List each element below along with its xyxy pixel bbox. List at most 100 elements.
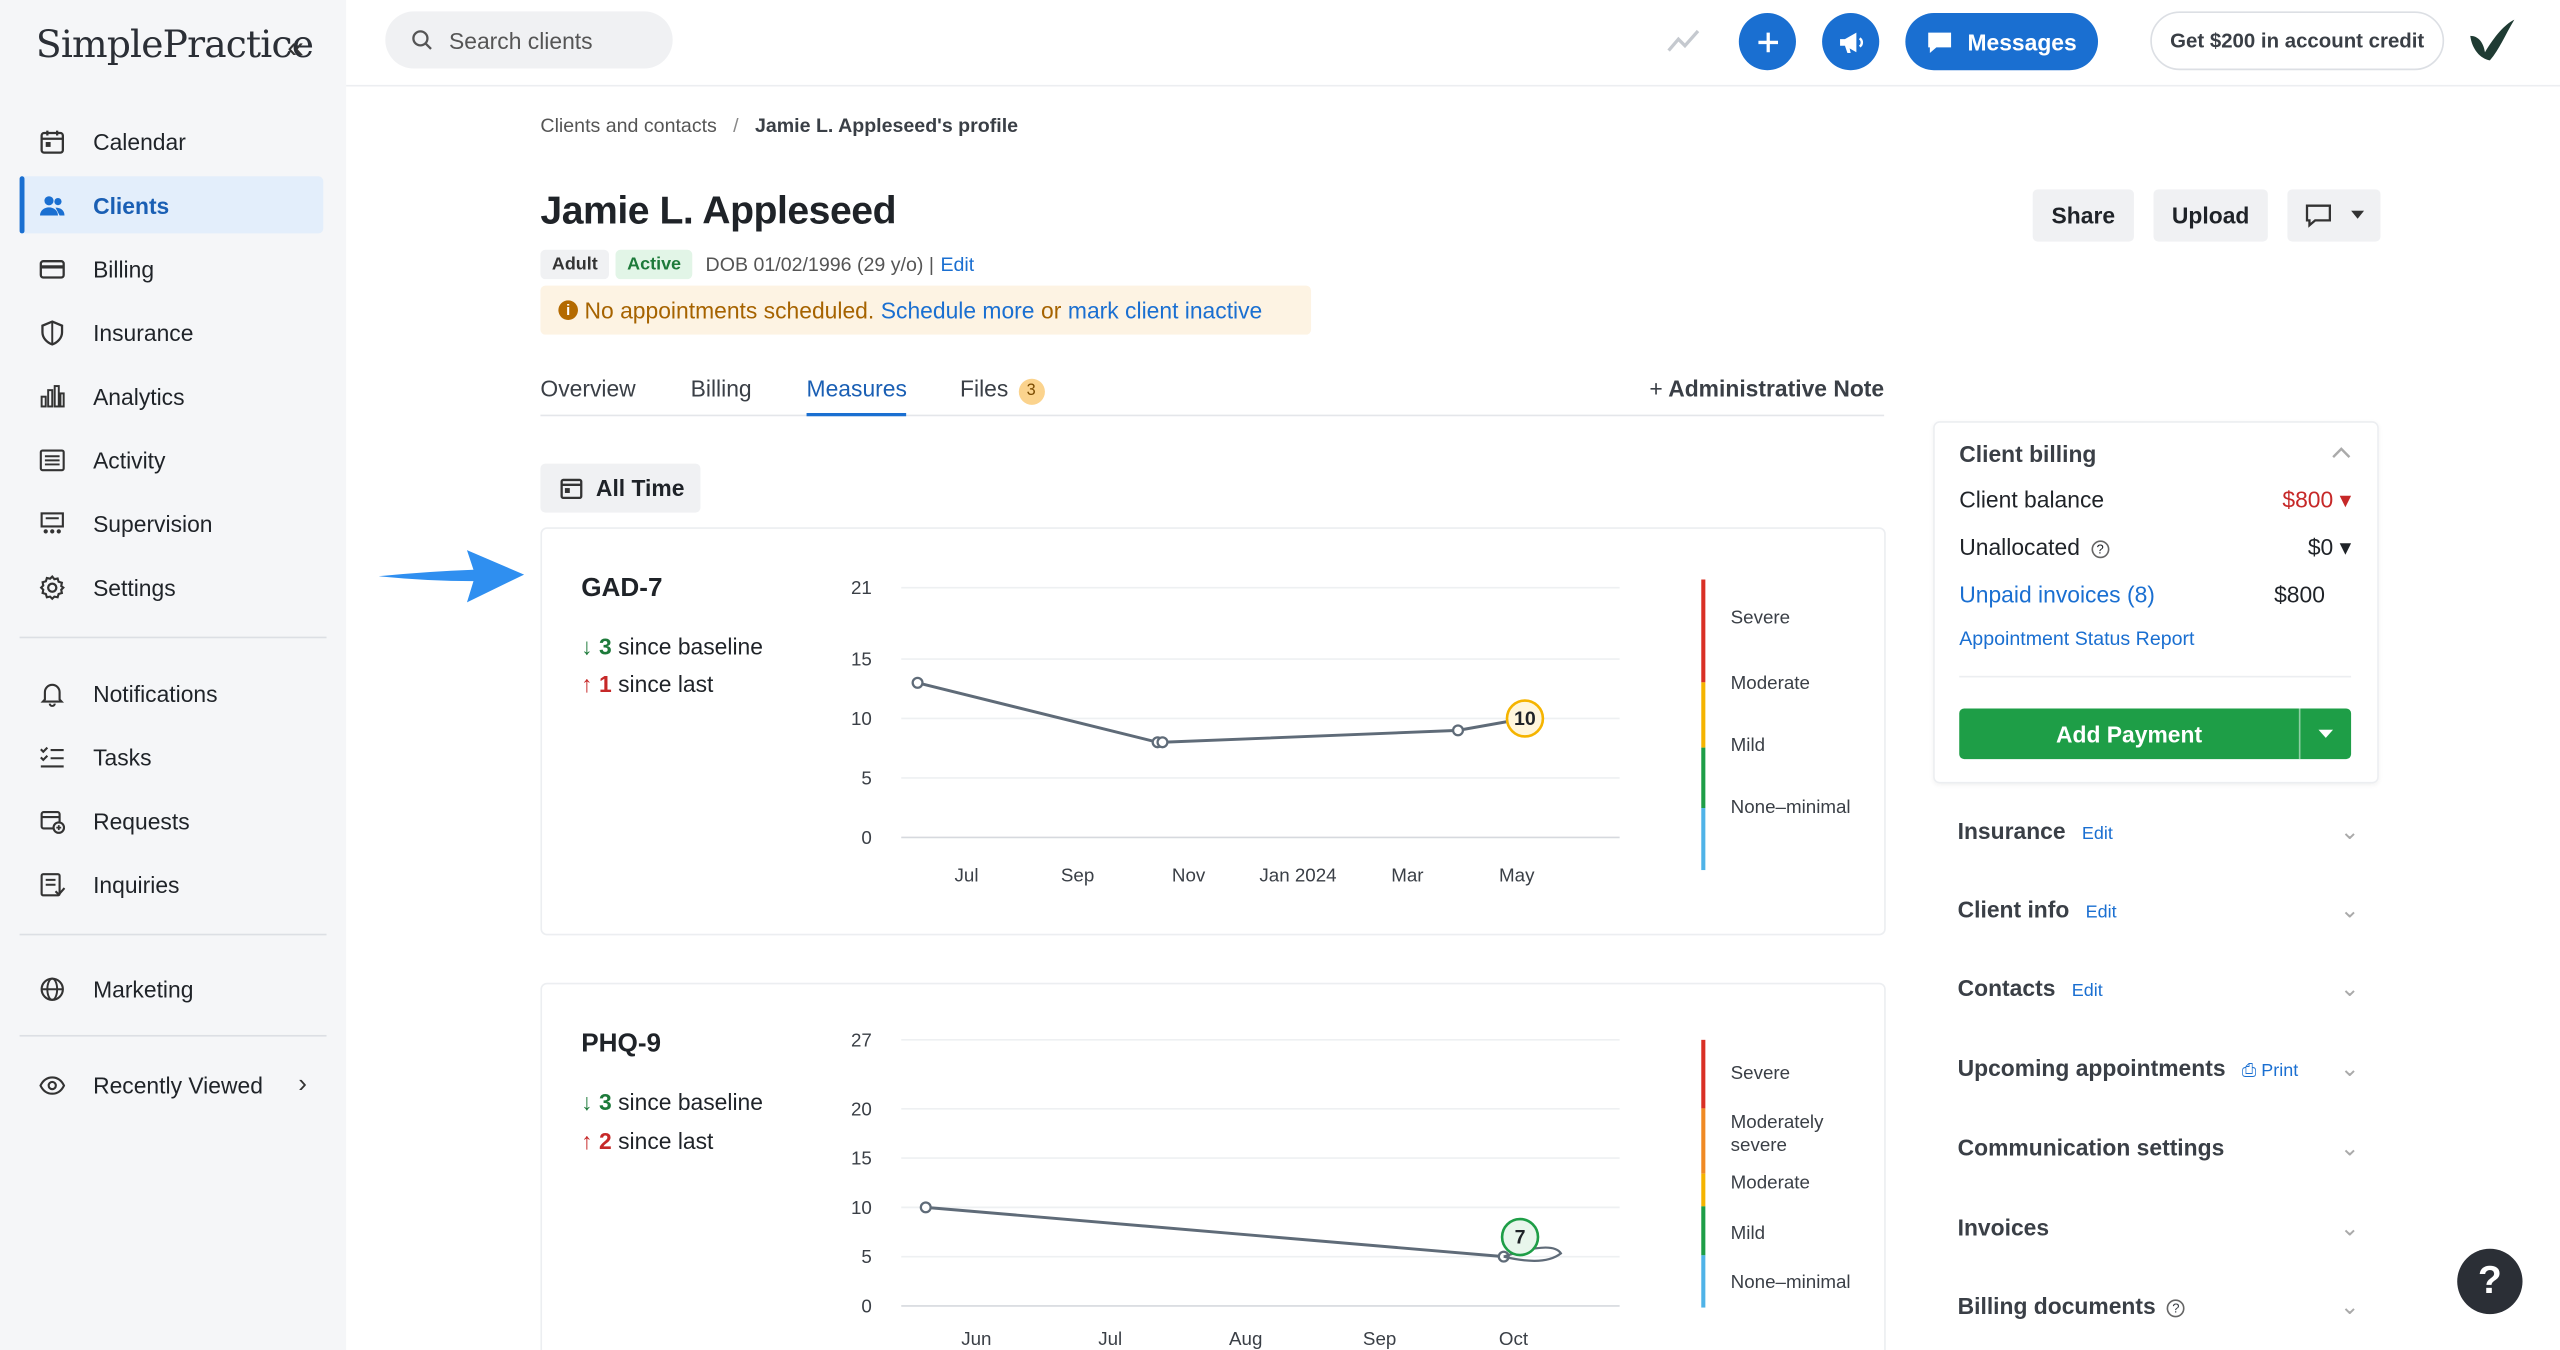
create-button[interactable] (1738, 13, 1796, 71)
edit-client-info-link[interactable]: Edit (2085, 902, 2117, 923)
x-tick-label: Nov (1172, 864, 1206, 885)
add-payment-button[interactable]: Add Payment (1959, 708, 2352, 760)
sidebar-item-settings[interactable]: Settings (20, 558, 324, 615)
section-client-info[interactable]: Client info Edit ⌄ (1958, 896, 2360, 922)
sidebar-item-label: Tasks (93, 743, 152, 770)
sidebar-item-calendar[interactable]: Calendar (20, 113, 324, 170)
x-tick-label: Oct (1499, 1328, 1529, 1349)
latest-value-label: 7 (1515, 1227, 1526, 1249)
schedule-more-link[interactable]: Schedule more (880, 297, 1035, 324)
edit-client-link[interactable]: Edit (940, 253, 975, 276)
severity-band-label: Mild (1731, 1222, 1765, 1243)
printer-icon: ⎙ (2241, 1061, 2257, 1081)
data-point (1156, 736, 1169, 749)
account-credit-button[interactable]: Get $200 in account credit (2150, 11, 2445, 71)
client-balance-label: Client balance (1959, 486, 2105, 513)
sidebar-item-label: Clients (93, 191, 170, 218)
notice-or: or (1041, 297, 1062, 324)
section-contacts[interactable]: Contacts Edit ⌄ (1958, 975, 2360, 1001)
share-button[interactable]: Share (2032, 189, 2134, 242)
trend-icon[interactable] (1665, 23, 1701, 59)
brand-leaf-icon[interactable] (2465, 16, 2517, 65)
list-icon (39, 448, 65, 471)
date-range-filter[interactable]: All Time (540, 463, 701, 513)
unpaid-invoices-link[interactable]: Unpaid invoices (8) (1959, 581, 2155, 608)
chevron-up-icon[interactable] (2331, 446, 2351, 459)
x-tick-label: Sep (1363, 1328, 1396, 1349)
section-upcoming-appointments[interactable]: Upcoming appointments ⎙ Print ⌄ (1958, 1055, 2360, 1083)
section-insurance[interactable]: Insurance Edit ⌄ (1958, 818, 2360, 844)
baseline-delta: 3 (599, 633, 612, 660)
severity-band (1701, 579, 1706, 683)
mark-inactive-link[interactable]: mark client inactive (1067, 297, 1263, 324)
sidebar-item-label: Supervision (93, 510, 213, 537)
y-tick-label: 15 (851, 1148, 872, 1169)
sidebar-item-label: Recently Viewed (93, 1071, 263, 1098)
tab-files[interactable]: Files 3 (960, 375, 1045, 416)
tab-overview[interactable]: Overview (540, 375, 636, 402)
announcements-button[interactable] (1822, 13, 1880, 71)
tab-measures[interactable]: Measures (806, 375, 907, 417)
tab-billing[interactable]: Billing (690, 375, 752, 402)
adult-badge: Adult (540, 249, 610, 280)
y-tick-label: 15 (851, 649, 872, 670)
collapse-sidebar-icon[interactable]: « (287, 31, 304, 64)
appointment-status-report-link[interactable]: Appointment Status Report (1959, 626, 2195, 650)
client-billing-title: Client billing (1959, 440, 2097, 467)
help-circle-icon[interactable]: ? (2166, 1299, 2185, 1318)
sidebar-item-notifications[interactable]: Notifications (20, 664, 324, 721)
sidebar-item-inquiries[interactable]: Inquiries (20, 855, 324, 912)
section-invoices[interactable]: Invoices ⌄ (1958, 1215, 2360, 1241)
help-button[interactable]: ? (2457, 1248, 2523, 1315)
sidebar-item-clients[interactable]: Clients (19, 176, 324, 234)
y-tick-label: 20 (851, 1098, 872, 1119)
tab-files-label: Files (960, 375, 1009, 402)
section-billing-documents[interactable]: Billing documents ? ⌄ (1958, 1293, 2360, 1319)
sidebar-item-supervision[interactable]: Supervision (20, 495, 324, 552)
calendar-icon (560, 478, 583, 500)
bar-chart-icon (40, 384, 65, 407)
comment-menu-button[interactable] (2287, 189, 2381, 242)
severity-band-label: None–minimal (1731, 1271, 1851, 1292)
arrow-down-icon: ↓ (581, 1088, 593, 1115)
edit-contacts-link[interactable]: Edit (2071, 981, 2103, 1001)
gad7-chart: 0 5 10 15 21 Jul Sep Nov Jan 2024 Mar May 10 Severe M… (851, 577, 1851, 885)
chevron-down-icon: ⌄ (2340, 1214, 2360, 1241)
sidebar-item-analytics[interactable]: Analytics (20, 367, 324, 424)
sidebar-item-label: Notifications (93, 679, 218, 707)
data-point (1451, 724, 1465, 737)
chevron-down-icon: ⌄ (2340, 1292, 2360, 1319)
edit-insurance-link[interactable]: Edit (2081, 824, 2113, 844)
print-appointments-link[interactable]: ⎙ Print (2242, 1061, 2298, 1081)
chevron-down-icon: ⌄ (2340, 1054, 2360, 1081)
severity-band-label: Severe (1731, 1062, 1790, 1083)
unallocated-value[interactable]: $0 ▾ (2307, 533, 2352, 560)
severity-band-label: severe (1731, 1134, 1787, 1155)
add-administrative-note-button[interactable]: + Administrative Note (1649, 375, 1884, 401)
severity-band (1701, 1039, 1706, 1109)
app-logo[interactable]: SimplePractice (35, 24, 314, 67)
upload-button[interactable]: Upload (2153, 189, 2268, 242)
client-balance-value[interactable]: $800 ▾ (2282, 486, 2352, 513)
tasks-icon (40, 746, 64, 767)
breadcrumb-current: Jamie L. Appleseed's profile (754, 114, 1019, 138)
sidebar-item-insurance[interactable]: Insurance (20, 304, 324, 361)
search-input[interactable]: Search clients (385, 11, 673, 69)
client-balance-amount: $800 (2282, 486, 2334, 513)
sidebar-item-tasks[interactable]: Tasks (20, 728, 324, 785)
sidebar-item-requests[interactable]: Requests (20, 792, 324, 849)
section-communication-settings[interactable]: Communication settings ⌄ (1958, 1135, 2360, 1161)
sidebar-item-activity[interactable]: Activity (20, 431, 324, 488)
help-circle-icon[interactable]: ? (2091, 540, 2110, 559)
breadcrumb-parent[interactable]: Clients and contacts (540, 114, 717, 138)
pointer-arrow-icon (378, 550, 525, 603)
sidebar-item-billing[interactable]: Billing (20, 240, 324, 297)
severity-band-label: Mild (1731, 734, 1765, 755)
sidebar-item-recently-viewed[interactable]: Recently Viewed › (20, 1056, 324, 1113)
notice-text: No appointments scheduled. (584, 297, 875, 324)
add-payment-dropdown[interactable] (2298, 708, 2351, 760)
sidebar-item-marketing[interactable]: Marketing (20, 960, 324, 1017)
x-tick-label: Mar (1391, 864, 1423, 885)
messages-button[interactable]: Messages (1905, 13, 2099, 71)
severity-band (1701, 682, 1706, 748)
